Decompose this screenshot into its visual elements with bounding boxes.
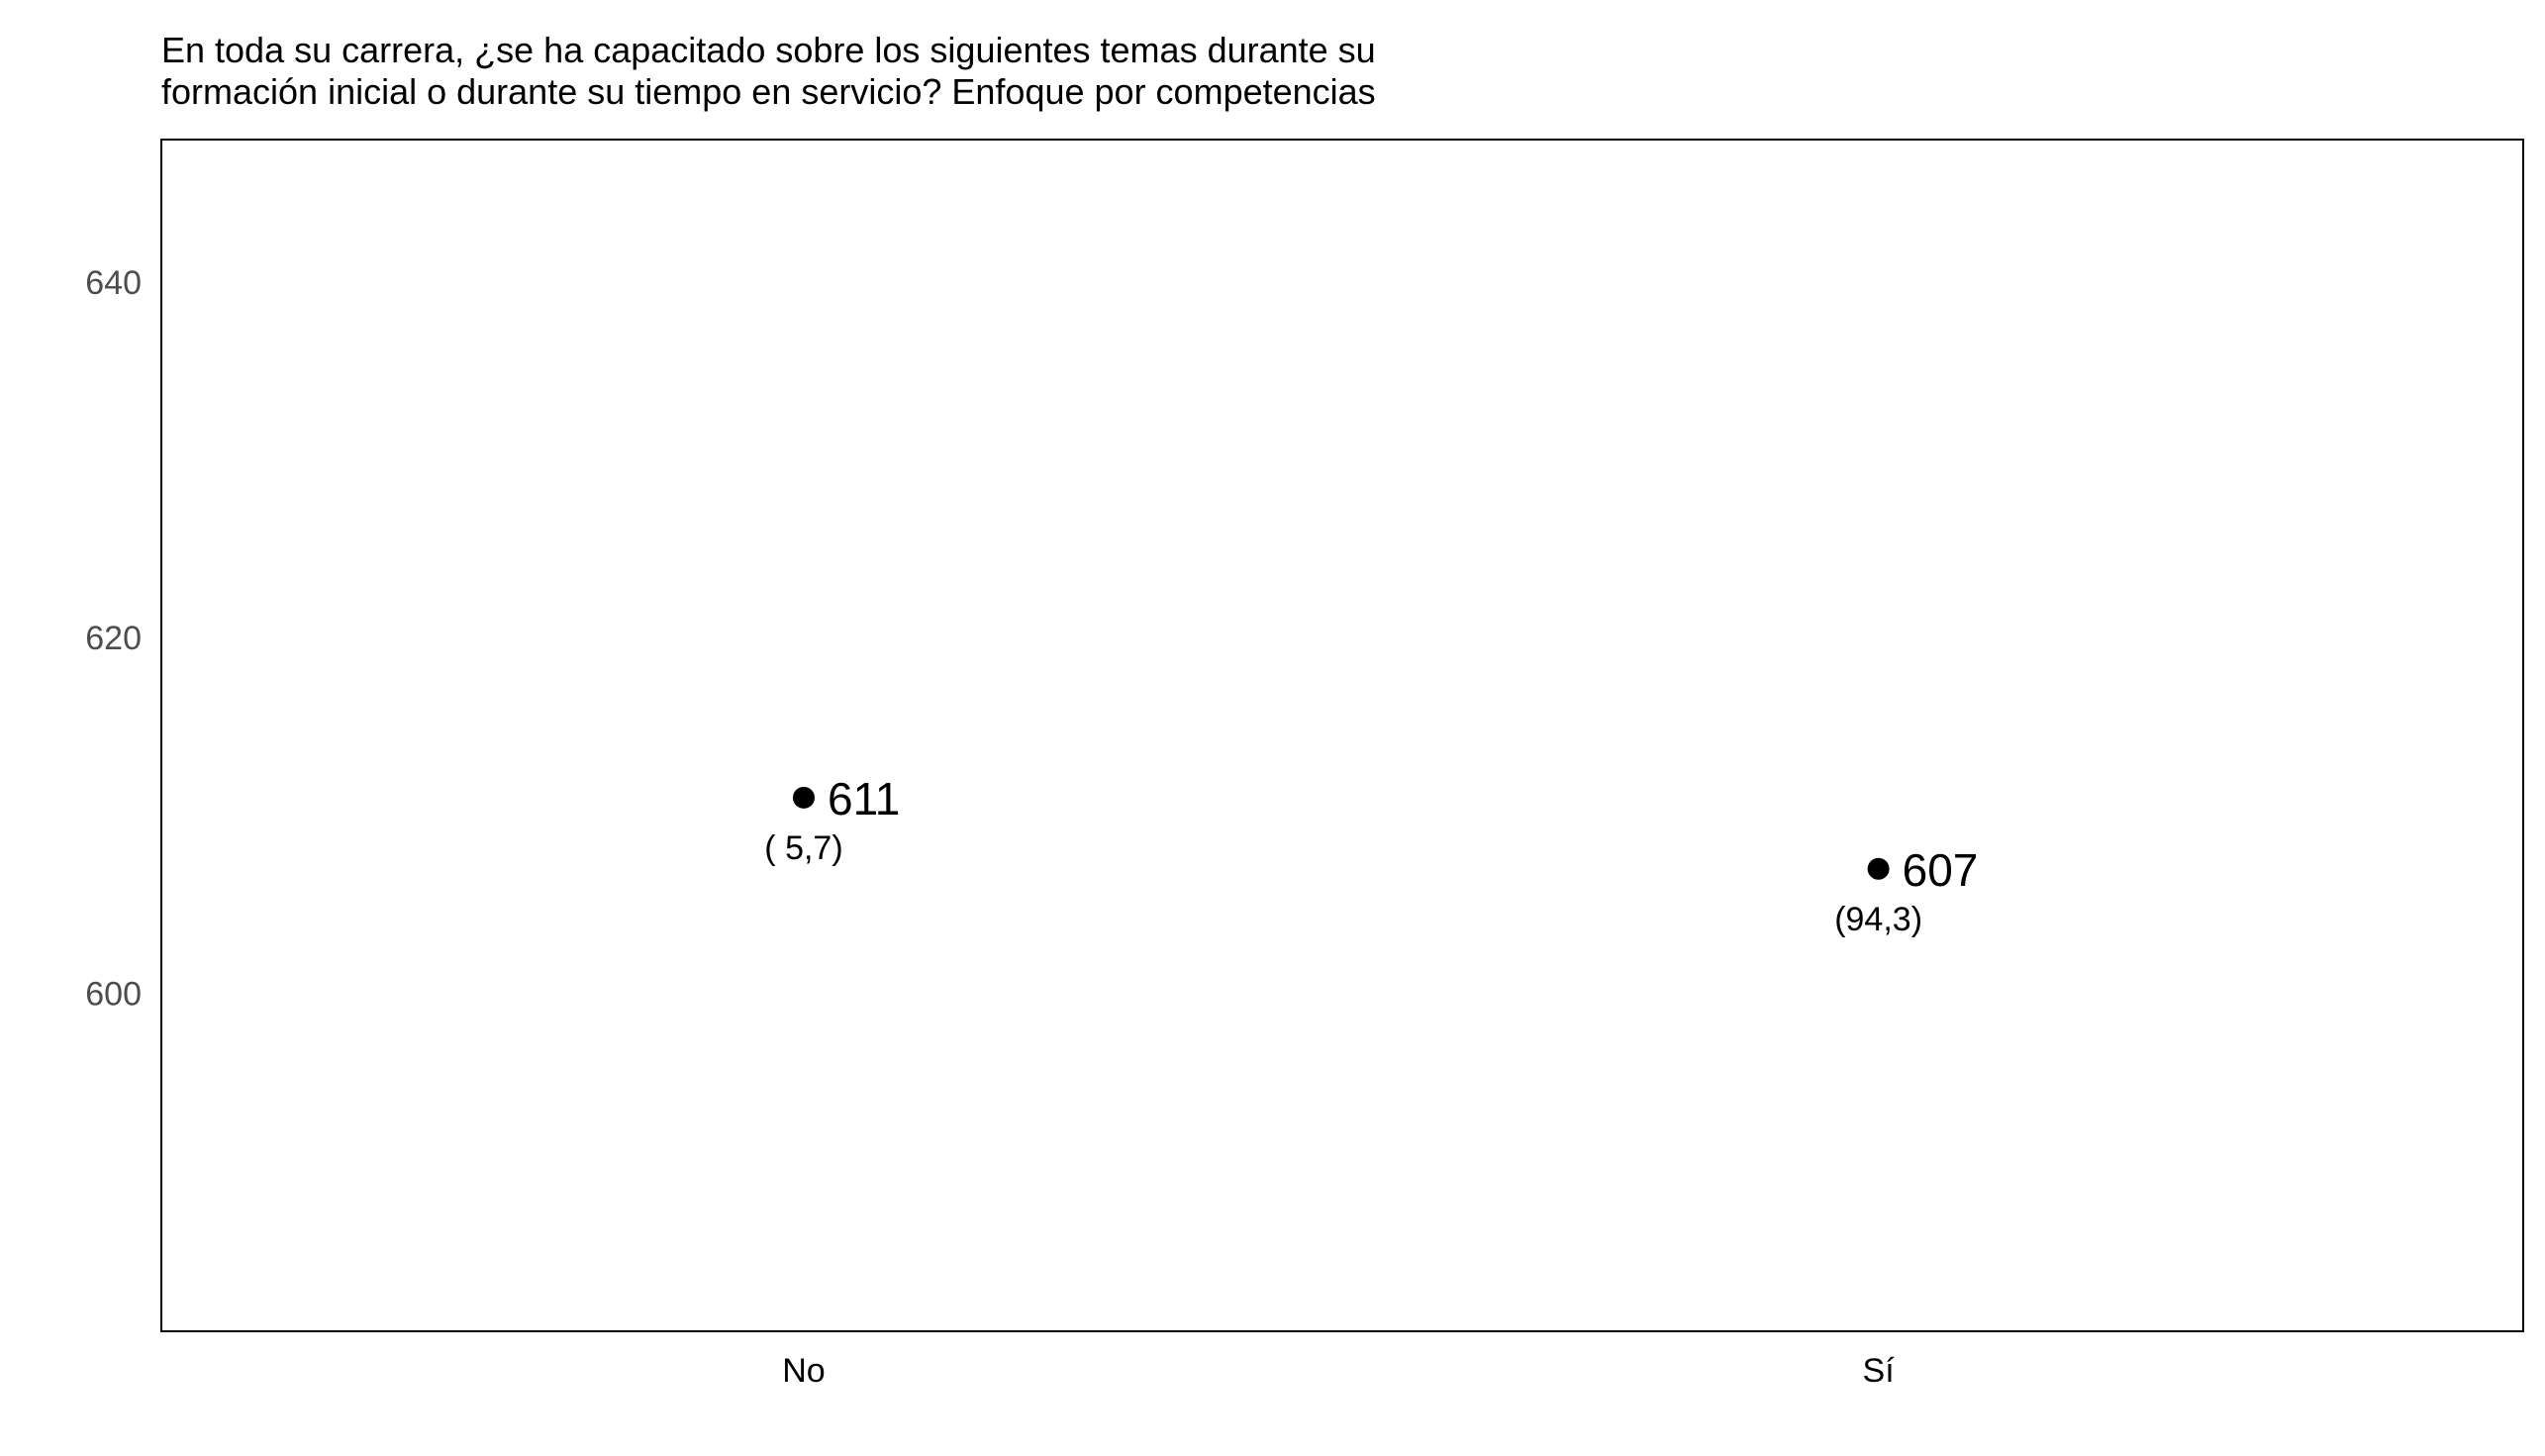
y-tick-label-620: 620 [85,620,142,657]
data-point-2 [1867,857,1890,880]
y-axis-ticks: 600 620 640 [85,264,142,1014]
percent-label-2: (94,3) [1834,901,1922,938]
percent-label-1: ( 5,7) [764,829,842,867]
data-points: 611 ( 5,7) 607 (94,3) [764,773,1978,938]
chart-title: En toda su carrera, ¿se ha capacitado so… [161,30,2042,113]
y-tick-label-600: 600 [85,976,142,1014]
value-label-2: 607 [1903,844,1979,896]
plot-panel-border [160,139,2524,1332]
x-axis-ticks: No Sí [782,1352,1895,1390]
data-point-1 [792,786,815,809]
y-tick-label-640: 640 [85,264,142,302]
value-label-1: 611 [828,773,900,825]
chart-title-line-1: En toda su carrera, ¿se ha capacitado so… [161,30,1376,70]
x-tick-label-2: Sí [1863,1352,1896,1390]
chart-title-line-2: formación inicial o durante su tiempo en… [161,71,1376,112]
x-tick-label-1: No [782,1352,825,1390]
